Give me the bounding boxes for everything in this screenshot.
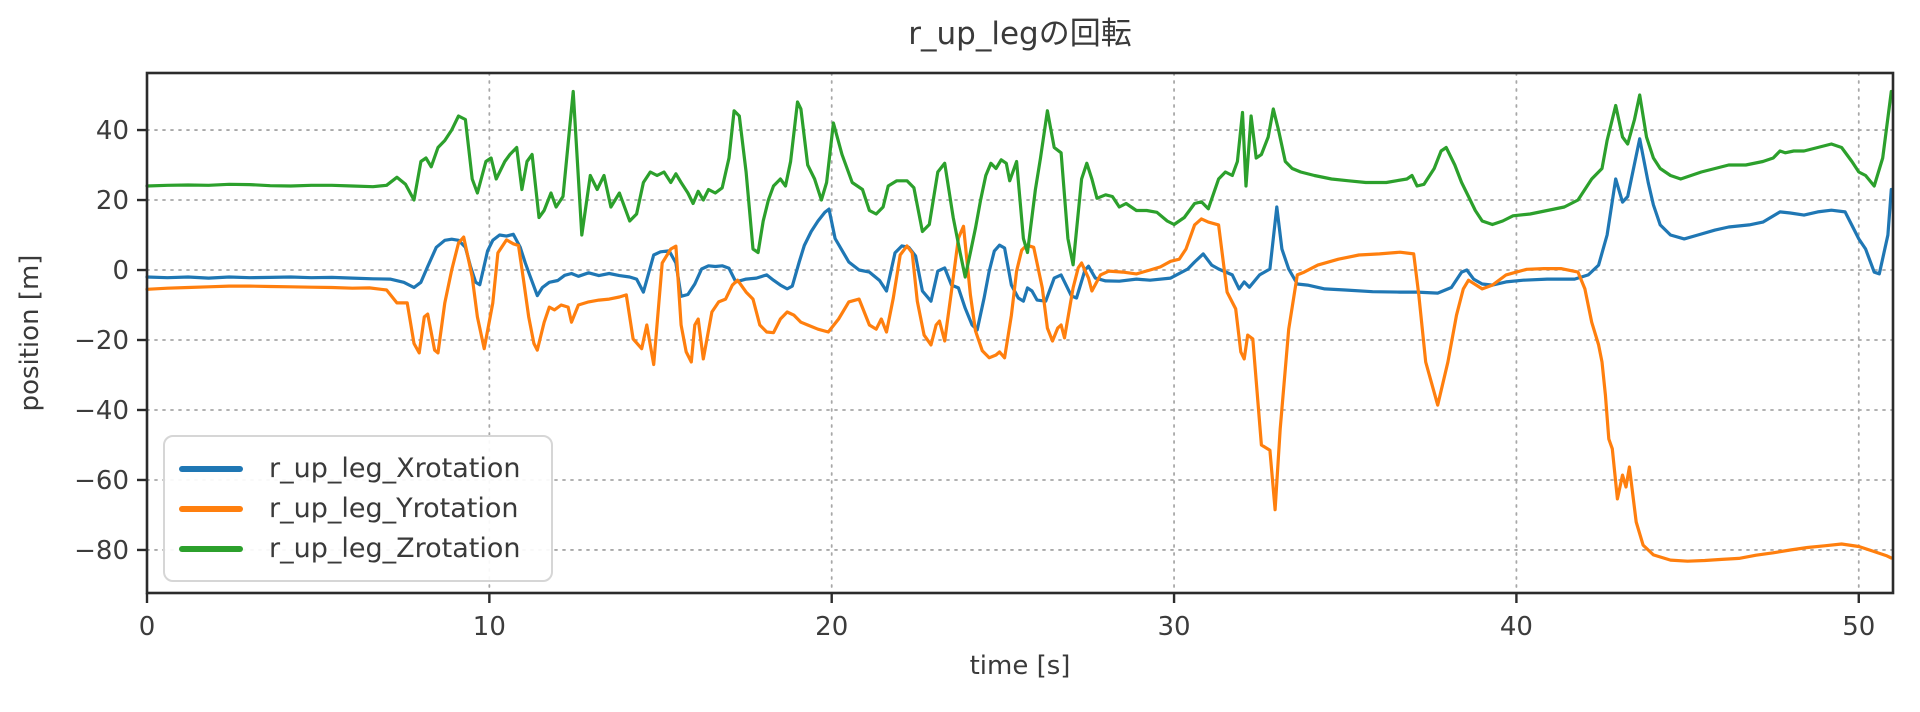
y-tick-label: −20 (74, 326, 129, 356)
legend-item-yrotation: r_up_leg_Yrotation (179, 495, 551, 522)
x-tick-label: 20 (815, 612, 848, 642)
series-line-r_up_leg_Xrotation (145, 137, 1893, 332)
ticks: 0 10 20 30 40 50 40 20 0 −20 −40 −60 −80 (74, 116, 1875, 642)
axes-spines (145, 71, 1895, 595)
series-lines (145, 89, 1893, 563)
x-tick-label: 30 (1158, 612, 1191, 642)
series-line-r_up_leg_Zrotation (145, 89, 1893, 279)
series-line-r_up_leg_Yrotation (145, 217, 1893, 563)
y-tick-label: 0 (112, 256, 129, 286)
legend-label-xrotation: r_up_leg_Xrotation (269, 453, 521, 484)
x-tick-label: 0 (139, 612, 156, 642)
x-axis-label: time [s] (969, 651, 1071, 681)
y-tick-label: 40 (96, 116, 129, 146)
x-tick-label: 50 (1842, 612, 1875, 642)
legend-label-yrotation: r_up_leg_Yrotation (269, 493, 519, 524)
legend-item-zrotation: r_up_leg_Zrotation (179, 535, 551, 562)
legend-line-sample-xrotation (179, 465, 243, 472)
chart-title: r_up_legの回転 (908, 16, 1132, 52)
legend-label-zrotation: r_up_leg_Zrotation (269, 533, 521, 564)
legend-line-sample-zrotation (179, 545, 243, 552)
x-tick-label: 10 (473, 612, 506, 642)
y-tick-label: −40 (74, 396, 129, 426)
y-tick-label: −80 (74, 536, 129, 566)
legend-item-xrotation: r_up_leg_Xrotation (179, 455, 551, 482)
y-axis-label: position [m] (15, 254, 45, 412)
legend: r_up_leg_Xrotation r_up_leg_Yrotation r_… (163, 435, 553, 582)
y-tick-label: −60 (74, 466, 129, 496)
y-tick-label: 20 (96, 186, 129, 216)
legend-line-sample-yrotation (179, 505, 243, 512)
x-tick-label: 40 (1500, 612, 1533, 642)
